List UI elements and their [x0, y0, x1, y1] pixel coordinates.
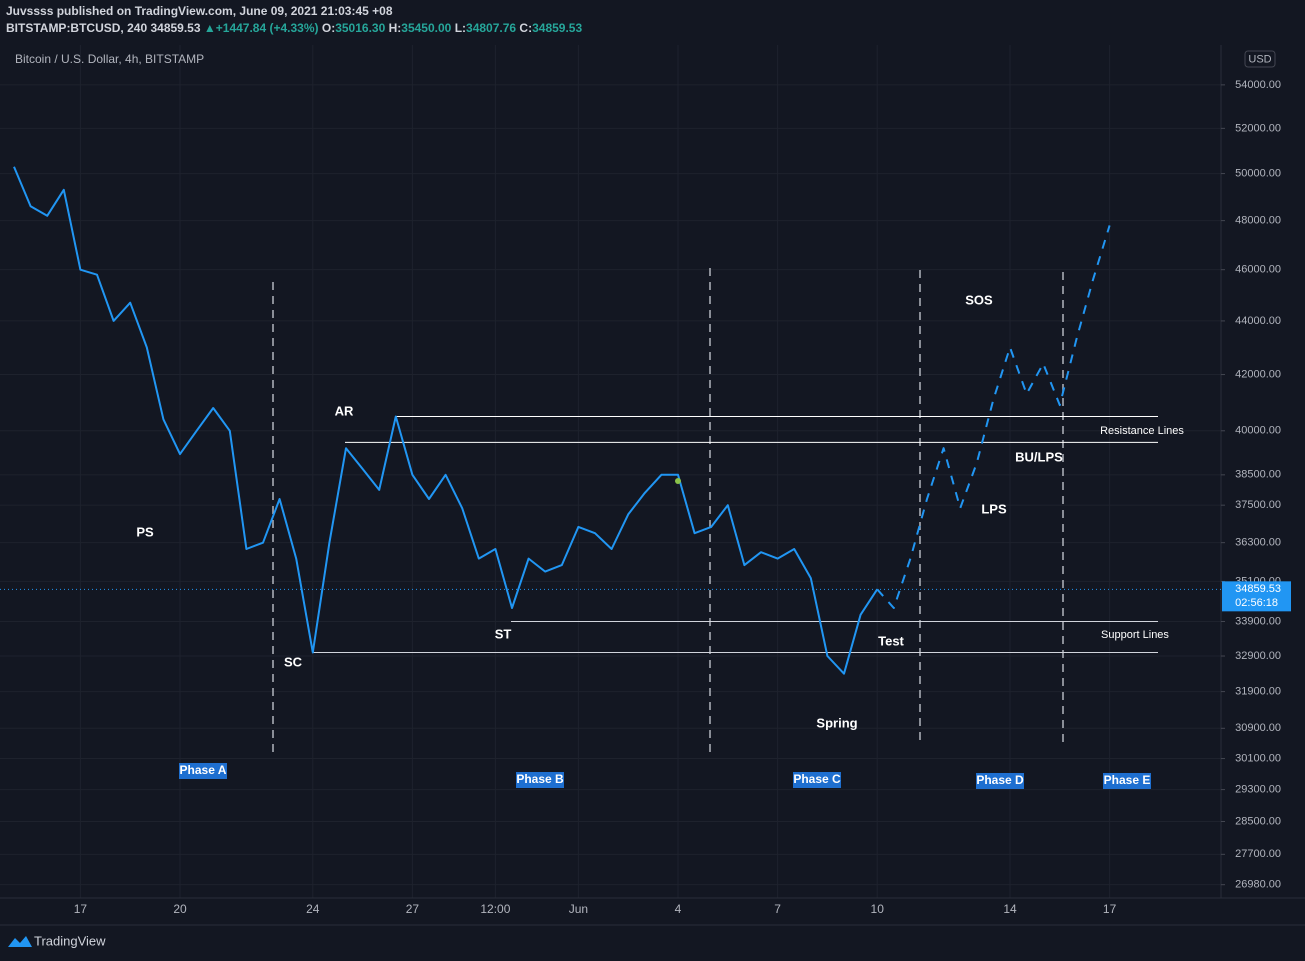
h-label: H: [389, 21, 402, 35]
marker-dot [675, 478, 681, 484]
phase-dividers [272, 268, 1064, 755]
x-tick-label: 17 [1103, 902, 1117, 916]
y-tick-label: 42000.00 [1235, 368, 1281, 380]
l-label: L: [455, 21, 466, 35]
annotation: PS [136, 524, 154, 539]
last: 34859.53 [150, 21, 200, 35]
y-tick-label: 29300.00 [1235, 784, 1281, 796]
x-tick-label: Jun [569, 902, 588, 916]
y-tick-label: 32900.00 [1235, 650, 1281, 662]
publisher: Juvssss published on TradingView.com, Ju… [6, 4, 393, 18]
phase-badge [793, 772, 841, 788]
x-tick-label: 20 [173, 902, 187, 916]
change: +1447.84 (+4.33%) [216, 21, 319, 35]
phase-label: Phase E [1104, 773, 1151, 787]
phase-badge [516, 772, 564, 788]
y-tick-label: 33900.00 [1235, 615, 1281, 627]
annotation: AR [335, 403, 354, 418]
x-tick-label: 17 [74, 902, 88, 916]
annotation: ST [495, 626, 512, 641]
y-tick-label: 38500.00 [1235, 469, 1281, 481]
phase-badge [179, 763, 227, 779]
brand: TradingView [34, 933, 106, 948]
x-tick-label: 27 [406, 902, 420, 916]
phase-badge [976, 773, 1024, 789]
y-tick-label: 52000.00 [1235, 122, 1281, 134]
y-tick-label: 40000.00 [1235, 425, 1281, 437]
annotation: BU/LPS [1015, 449, 1063, 464]
price-line [876, 225, 1111, 609]
low: 34807.76 [466, 21, 516, 35]
price-tag-countdown: 02:56:18 [1235, 597, 1278, 609]
o-label: O: [322, 21, 335, 35]
y-tick-label: 27700.00 [1235, 848, 1281, 860]
y-tick-label: 44000.00 [1235, 315, 1281, 327]
level-label: Support Lines [1101, 629, 1169, 641]
open: 35016.30 [335, 21, 385, 35]
annotation: Test [878, 633, 904, 648]
y-tick-label: 30900.00 [1235, 722, 1281, 734]
phase-label: Phase A [180, 763, 227, 777]
price-tag-label: 34859.53 [1235, 583, 1281, 595]
y-tick-label: 48000.00 [1235, 215, 1281, 227]
y-tick-label: 37500.00 [1235, 499, 1281, 511]
high: 35450.00 [401, 21, 451, 35]
arrow: ▲ [204, 21, 216, 35]
x-tick-label: 10 [871, 902, 885, 916]
x-tick-label: 4 [675, 902, 682, 916]
y-tick-label: 36300.00 [1235, 537, 1281, 549]
phase-label: Phase D [976, 773, 1024, 787]
y-tick-label: 31900.00 [1235, 686, 1281, 698]
price-line [13, 166, 879, 675]
annotation: SC [284, 654, 303, 669]
symbol: BITSTAMP:BTCUSD, 240 [6, 21, 147, 35]
annotation: LPS [981, 501, 1007, 516]
c-label: C: [519, 21, 532, 35]
phase-label: Phase C [793, 772, 841, 786]
annotation: Spring [816, 715, 857, 730]
y-tick-label: 46000.00 [1235, 264, 1281, 276]
y-tick-label: 50000.00 [1235, 167, 1281, 179]
phase-label: Phase B [516, 772, 564, 786]
y-tick-label: 26980.00 [1235, 879, 1281, 891]
close: 34859.53 [532, 21, 582, 35]
y-tick-label: 30100.00 [1235, 752, 1281, 764]
level-label: Resistance Lines [1100, 425, 1184, 437]
x-tick-label: 14 [1003, 902, 1017, 916]
y-tick-label: 28500.00 [1235, 815, 1281, 827]
ohlc: BITSTAMP:BTCUSD, 240 34859.53 ▲+1447.84 … [6, 21, 582, 35]
y-tick-label: 54000.00 [1235, 79, 1281, 91]
x-tick-label: 24 [306, 902, 320, 916]
price-tag [1222, 581, 1291, 612]
logo [8, 936, 32, 947]
x-tick-label: 12:00 [480, 902, 510, 916]
chart-title: Bitcoin / U.S. Dollar, 4h, BITSTAMP [15, 52, 204, 66]
annotation: SOS [965, 292, 993, 307]
phase-badge [1103, 773, 1151, 789]
currency: USD [1248, 53, 1271, 65]
currency-box [1244, 50, 1276, 68]
x-tick-label: 7 [774, 902, 781, 916]
